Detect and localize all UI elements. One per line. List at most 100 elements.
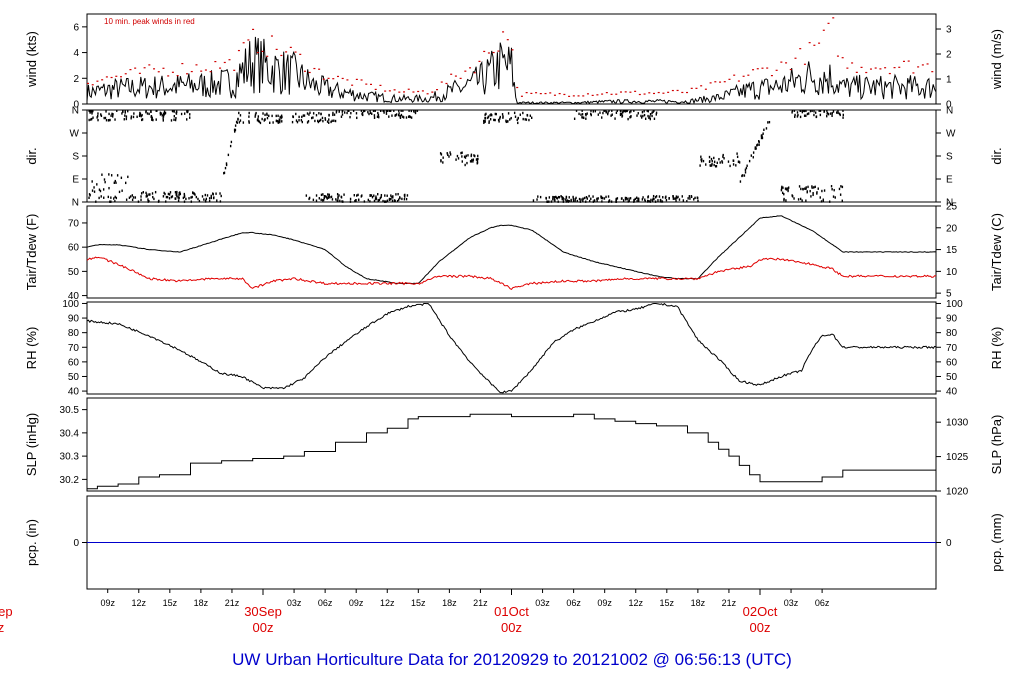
direction-point	[341, 110, 344, 113]
direction-point	[803, 109, 806, 112]
wind-peak-point	[360, 79, 363, 81]
direction-point	[326, 120, 329, 123]
direction-point	[279, 119, 281, 123]
wind-peak-point	[879, 68, 882, 70]
direction-point	[346, 111, 348, 115]
direction-point	[408, 109, 410, 112]
direction-point	[353, 194, 355, 197]
wind-peak-point	[270, 35, 273, 37]
direction-point	[391, 199, 394, 202]
wind-peak-point	[374, 88, 377, 90]
direction-point	[676, 196, 678, 200]
direction-point	[141, 118, 143, 122]
wind-peak-point	[209, 71, 212, 73]
x-tick-label: 21z	[722, 598, 737, 608]
direction-point	[100, 195, 102, 198]
direction-point	[323, 195, 326, 198]
direction-point	[388, 115, 390, 118]
direction-point	[806, 112, 809, 116]
direction-point	[95, 200, 97, 203]
direction-point	[745, 166, 748, 170]
direction-point	[160, 112, 162, 115]
y-tick-label-left: 100	[62, 299, 79, 310]
direction-point	[319, 118, 322, 122]
direction-point	[797, 198, 800, 201]
direction-point	[502, 115, 504, 118]
direction-point	[802, 109, 804, 112]
wind-peak-point	[558, 92, 561, 95]
direction-point	[477, 157, 479, 161]
direction-point	[277, 120, 280, 123]
y-tick-label-right: W	[946, 129, 956, 140]
direction-point	[507, 112, 510, 115]
wind-peak-point	[921, 64, 924, 66]
wind-peak-point	[563, 93, 566, 96]
direction-point	[373, 199, 376, 203]
wind-peak-point	[756, 68, 759, 70]
direction-point	[379, 196, 382, 200]
direction-point	[268, 114, 270, 118]
direction-point	[484, 119, 486, 122]
wind-peak-point	[247, 39, 250, 41]
direction-point	[620, 112, 623, 116]
x-day-label: 30Sep	[244, 604, 282, 619]
direction-point	[405, 116, 408, 119]
wind-peak-point	[157, 71, 160, 73]
wind-peak-point	[105, 76, 108, 78]
direction-point	[460, 151, 462, 155]
y-tick-label-right: 0	[946, 538, 952, 549]
direction-point	[611, 113, 613, 116]
direction-point	[748, 159, 751, 163]
direction-point	[403, 198, 406, 201]
wind-peak-point	[841, 57, 844, 59]
direction-point	[168, 197, 171, 200]
direction-point	[141, 118, 144, 121]
direction-point	[159, 111, 162, 115]
y-tick-label-right: 20	[946, 223, 958, 234]
direction-point	[329, 195, 331, 199]
direction-point	[124, 114, 126, 117]
direction-point	[522, 117, 524, 121]
direction-point	[324, 117, 326, 120]
direction-point	[254, 113, 257, 116]
direction-point	[108, 119, 110, 122]
direction-point	[793, 109, 796, 112]
direction-point	[173, 115, 176, 118]
y-tick-label-left: 30.3	[60, 452, 80, 463]
direction-point	[91, 112, 93, 115]
direction-point	[367, 111, 369, 114]
direction-point	[134, 196, 137, 199]
direction-point	[448, 155, 450, 158]
direction-point	[592, 110, 594, 113]
direction-point	[116, 174, 119, 177]
direction-point	[195, 195, 198, 199]
direction-point	[257, 119, 260, 123]
direction-point	[110, 174, 113, 177]
direction-point	[580, 198, 582, 201]
direction-point	[624, 109, 626, 112]
direction-point	[238, 121, 241, 124]
direction-point	[125, 198, 128, 201]
direction-point	[648, 116, 650, 120]
direction-point	[655, 111, 658, 114]
direction-point	[763, 128, 765, 132]
direction-point	[322, 193, 324, 196]
direction-point	[738, 160, 740, 163]
x-tick-label: 06z	[815, 598, 830, 608]
direction-point	[166, 195, 169, 199]
wind-peak-point	[313, 67, 316, 70]
y-tick-label-right: 2	[946, 50, 952, 61]
direction-point	[320, 198, 322, 201]
direction-point	[110, 114, 112, 117]
y-tick-label-left: 0	[73, 538, 79, 549]
direction-point	[738, 161, 741, 164]
direction-point	[470, 153, 473, 156]
direction-point	[357, 193, 359, 197]
wind-peak-point	[237, 49, 240, 52]
direction-point	[696, 196, 699, 200]
direction-point	[607, 112, 609, 116]
y-tick-label-left: 50	[68, 267, 80, 278]
direction-point	[650, 198, 652, 202]
wind-peak-point	[511, 49, 514, 51]
wind-peak-point	[459, 77, 462, 79]
